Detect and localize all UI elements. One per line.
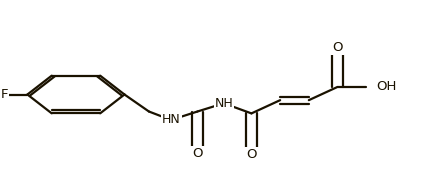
- Text: NH: NH: [215, 98, 233, 110]
- Text: OH: OH: [377, 81, 397, 93]
- Text: HN: HN: [162, 113, 181, 125]
- Text: O: O: [246, 149, 257, 161]
- Text: F: F: [0, 88, 8, 101]
- Text: O: O: [332, 41, 343, 54]
- Text: O: O: [192, 147, 203, 160]
